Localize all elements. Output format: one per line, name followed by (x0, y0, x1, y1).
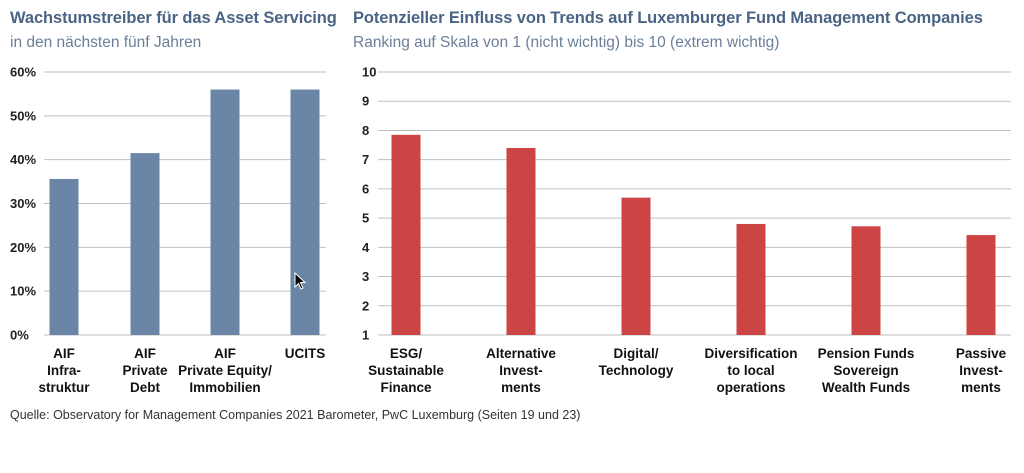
left-ytick-label: 30% (10, 196, 36, 211)
left-category-label: AIF Infra-struktur (38, 346, 90, 395)
left-category-label: AIF Private Equity/Immobilien (178, 346, 272, 395)
right-ytick-label: 1 (362, 328, 369, 343)
right-bar (621, 197, 651, 335)
left-bar (290, 89, 320, 336)
source-note: Quelle: Observatory for Management Compa… (10, 408, 581, 422)
right-ytick-label: 3 (362, 269, 369, 284)
right-ytick-label: 9 (362, 94, 369, 109)
right-category-label: Digital/Technology (599, 346, 674, 378)
right-ytick-label: 4 (362, 240, 370, 255)
right-category-label: ESG/Sustainable Finance (368, 346, 444, 395)
left-chart-title: Wachstumstreiber für das Asset Servicing (10, 9, 337, 27)
left-bar (210, 89, 240, 336)
right-chart-subtitle: Ranking auf Skala von 1 (nicht wichtig) … (353, 34, 780, 51)
right-bar (506, 147, 536, 335)
right-bar (966, 235, 996, 335)
right-category-label: Alternative Invest-ments (486, 346, 556, 395)
right-ytick-label: 7 (362, 152, 369, 167)
right-bar (851, 226, 881, 335)
right-ytick-label: 10 (362, 65, 376, 80)
right-chart-title: Potenzieller Einfluss von Trends auf Lux… (353, 9, 983, 27)
right-category-label: Diversification to local operations (704, 346, 797, 395)
left-ytick-label: 20% (10, 240, 36, 255)
left-ytick-label: 60% (10, 65, 36, 80)
right-ytick-label: 6 (362, 181, 369, 196)
right-ytick-label: 8 (362, 123, 369, 138)
right-category-label: Passive Invest-ments (956, 346, 1007, 395)
right-ytick-label: 5 (362, 211, 369, 226)
left-category-label: UCITS (285, 346, 326, 361)
left-ytick-label: 10% (10, 284, 36, 299)
right-bar (736, 223, 766, 335)
left-ytick-label: 40% (10, 152, 36, 167)
left-bar (49, 178, 79, 335)
right-category-label: Pension Funds Sovereign Wealth Funds (818, 346, 915, 395)
left-chart-subtitle: in den nächsten fünf Jahren (10, 34, 202, 51)
left-bar (130, 153, 160, 335)
left-ytick-label: 0% (10, 328, 29, 343)
left-ytick-label: 50% (10, 108, 36, 123)
left-category-label: AIF Private Debt (122, 346, 168, 395)
right-bar (391, 134, 421, 335)
right-ytick-label: 2 (362, 298, 369, 313)
